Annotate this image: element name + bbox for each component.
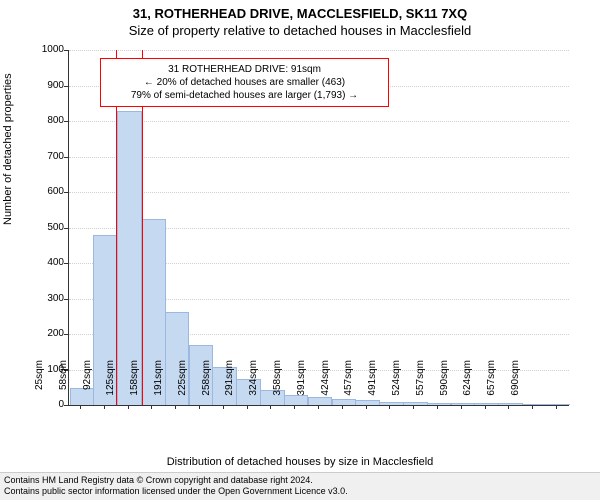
annotation-line-3: 79% of semi-detached houses are larger (… [107,89,382,102]
x-tick-label: 657sqm [486,360,497,410]
x-tick-label: 524sqm [391,360,402,410]
x-tick-label: 158sqm [129,360,140,410]
y-tick-label: 800 [40,115,64,126]
x-tick-label: 58sqm [58,360,69,410]
footer: Contains HM Land Registry data © Crown c… [0,472,600,500]
x-tick-label: 690sqm [510,360,521,410]
y-tick-label: 900 [40,80,64,91]
x-tick-mark [437,405,438,409]
histogram-bar [522,404,547,405]
x-tick-label: 324sqm [248,360,259,410]
x-tick-mark [318,405,319,409]
x-tick-label: 624sqm [462,360,473,410]
x-tick-label: 491sqm [367,360,378,410]
histogram-bar [546,404,571,405]
x-tick-label: 225sqm [177,360,188,410]
y-tick-label: 500 [40,222,64,233]
y-tick-label: 1000 [40,44,64,55]
x-tick-label: 457sqm [343,360,354,410]
chart-container: 31, ROTHERHEAD DRIVE, MACCLESFIELD, SK11… [0,0,600,500]
y-axis-label: Number of detached properties [2,73,14,225]
title-main: 31, ROTHERHEAD DRIVE, MACCLESFIELD, SK11… [0,0,600,21]
y-tick-label: 300 [40,293,64,304]
y-tick-label: 400 [40,257,64,268]
x-tick-label: 25sqm [34,360,45,410]
annotation-line-1: 31 ROTHERHEAD DRIVE: 91sqm [107,63,382,76]
x-tick-mark [532,405,533,409]
x-tick-mark [175,405,176,409]
x-tick-mark [199,405,200,409]
x-tick-label: 191sqm [153,360,164,410]
x-tick-label: 291sqm [224,360,235,410]
x-axis-label: Distribution of detached houses by size … [0,456,600,468]
footer-line-1: Contains HM Land Registry data © Crown c… [4,475,596,487]
annotation-box: 31 ROTHERHEAD DRIVE: 91sqm ← 20% of deta… [100,58,389,107]
y-tick-label: 700 [40,151,64,162]
x-tick-label: 358sqm [272,360,283,410]
y-tick-label: 600 [40,186,64,197]
x-tick-label: 557sqm [415,360,426,410]
annotation-line-2: ← 20% of detached houses are smaller (46… [107,76,382,89]
x-tick-label: 92sqm [82,360,93,410]
y-tick-label: 200 [40,328,64,339]
x-tick-mark [556,405,557,409]
x-tick-label: 590sqm [439,360,450,410]
x-tick-label: 125sqm [105,360,116,410]
footer-line-2: Contains public sector information licen… [4,486,596,498]
x-tick-mark [80,405,81,409]
title-sub: Size of property relative to detached ho… [0,21,600,38]
x-tick-label: 391sqm [296,360,307,410]
x-tick-label: 424sqm [320,360,331,410]
x-tick-label: 258sqm [201,360,212,410]
